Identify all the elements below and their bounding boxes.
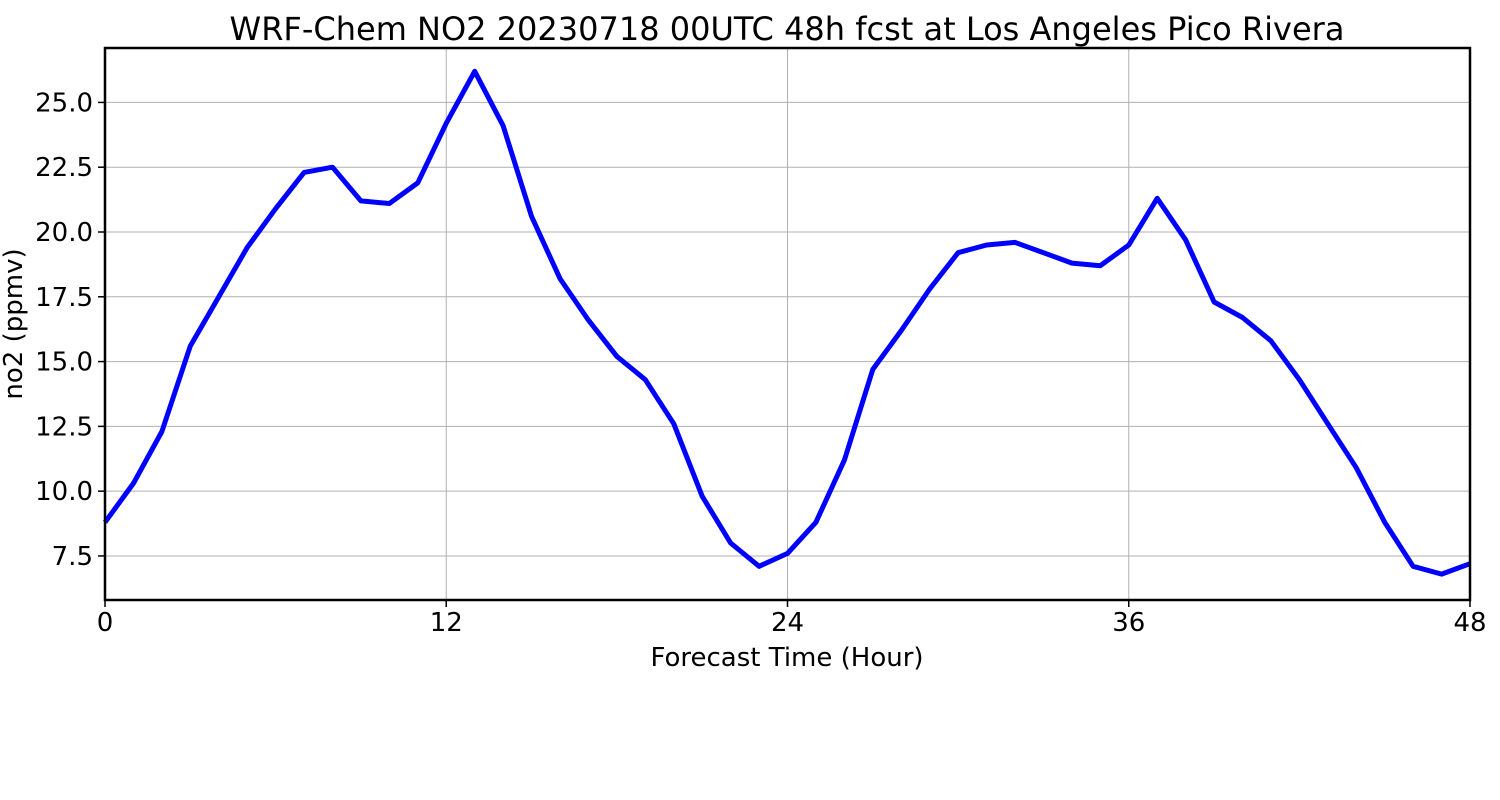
- y-tick-label: 12.5: [35, 412, 93, 442]
- y-tick-label: 25.0: [35, 88, 93, 118]
- no2-series-line: [102, 68, 1471, 577]
- chart-title: WRF-Chem NO2 20230718 00UTC 48h fcst at …: [230, 10, 1345, 48]
- y-tick-label: 7.5: [52, 542, 93, 572]
- y-tick-label: 22.5: [35, 153, 93, 183]
- x-tick-label: 24: [771, 608, 804, 638]
- x-axis-label: Forecast Time (Hour): [650, 643, 923, 673]
- y-axis-label: no2 (ppmv): [0, 248, 29, 399]
- axis-ticks: 0 12 24 36 48 7.5 10.0 12.5 15.0 17.5 20.0 22.5 25.0: [35, 88, 1486, 638]
- y-tick-label: 20.0: [35, 218, 93, 248]
- x-tick-label: 36: [1112, 608, 1145, 638]
- y-tick-label: 15.0: [35, 348, 93, 378]
- grid-lines: [104, 48, 1471, 600]
- x-tick-label: 12: [430, 608, 463, 638]
- y-tick-label: 17.5: [35, 283, 93, 313]
- x-tick-label: 48: [1453, 608, 1486, 638]
- y-tick-label: 10.0: [35, 477, 93, 507]
- series-layer: [102, 68, 1471, 577]
- x-tick-label: 0: [97, 608, 114, 638]
